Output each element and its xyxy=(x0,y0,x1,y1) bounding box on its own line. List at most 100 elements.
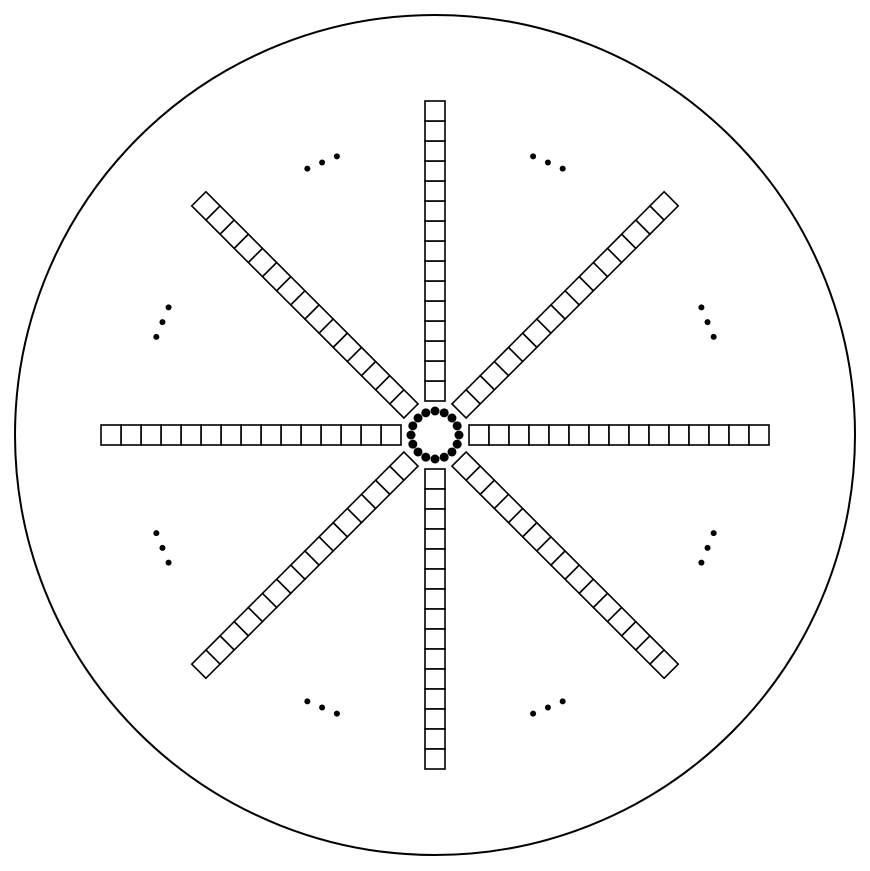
inner-ring-dot xyxy=(447,414,456,423)
spoke-cell xyxy=(241,425,261,445)
spoke-cell xyxy=(281,425,301,445)
ellipsis-dot xyxy=(698,560,704,566)
spoke-cell xyxy=(181,425,201,445)
spoke-cell xyxy=(301,425,321,445)
spoke-cell xyxy=(425,241,445,261)
spoke-cell xyxy=(425,101,445,121)
spoke-cell xyxy=(425,301,445,321)
ellipsis-dot xyxy=(159,545,165,551)
inner-ring-dot xyxy=(453,440,462,449)
spoke-cell xyxy=(425,181,445,201)
spoke-cell xyxy=(425,529,445,549)
spoke-cell xyxy=(425,261,445,281)
spoke-cell xyxy=(425,141,445,161)
ellipsis-dot xyxy=(560,698,566,704)
spoke-cell xyxy=(425,589,445,609)
spoke-cell xyxy=(221,425,241,445)
ellipsis-dot xyxy=(319,705,325,711)
spoke-cell xyxy=(425,649,445,669)
spoke-cell xyxy=(425,749,445,769)
spoke-cell xyxy=(489,425,509,445)
ellipsis-dot xyxy=(304,166,310,172)
inner-ring-dot xyxy=(440,453,449,462)
ellipsis-dot xyxy=(166,560,172,566)
spoke-cell xyxy=(689,425,709,445)
spoke-cell xyxy=(381,425,401,445)
spoke-cell xyxy=(729,425,749,445)
spoke-6 xyxy=(425,101,445,401)
inner-ring-dot xyxy=(421,408,430,417)
spoke-cell xyxy=(529,425,549,445)
spoke-cell xyxy=(425,609,445,629)
ellipsis-dot xyxy=(711,530,717,536)
spoke-cell xyxy=(425,669,445,689)
spoke-cell xyxy=(469,425,489,445)
ellipsis-dot xyxy=(166,304,172,310)
spoke-cell xyxy=(341,425,361,445)
ellipsis-dot xyxy=(530,153,536,159)
inner-ring-dot xyxy=(440,408,449,417)
spoke-cell xyxy=(201,425,221,445)
spoke-cell xyxy=(425,201,445,221)
ellipsis-dot xyxy=(153,530,159,536)
spoke-cell xyxy=(141,425,161,445)
spoke-cell xyxy=(425,709,445,729)
spoke-cell xyxy=(425,689,445,709)
inner-ring-dot xyxy=(414,447,423,456)
spoke-2 xyxy=(425,469,445,769)
spoke-cell xyxy=(749,425,769,445)
inner-ring-dot xyxy=(431,407,440,416)
spoke-cell xyxy=(425,321,445,341)
spoke-cell xyxy=(425,341,445,361)
spoke-cell xyxy=(425,509,445,529)
spoke-cell xyxy=(609,425,629,445)
inner-ring-dot xyxy=(431,455,440,464)
spoke-cell xyxy=(589,425,609,445)
spoke-cell xyxy=(649,425,669,445)
spoke-cell xyxy=(425,569,445,589)
ellipsis-dot xyxy=(545,705,551,711)
spoke-cell xyxy=(569,425,589,445)
inner-ring-dot xyxy=(455,431,464,440)
ellipsis-dot xyxy=(711,334,717,340)
spoke-cell xyxy=(425,489,445,509)
ellipsis-dot xyxy=(545,159,551,165)
spoke-cell xyxy=(425,361,445,381)
ellipsis-dot xyxy=(530,711,536,717)
ellipsis-dot xyxy=(705,545,711,551)
spoke-cell xyxy=(629,425,649,445)
spoke-cell xyxy=(669,425,689,445)
spoke-cell xyxy=(101,425,121,445)
spoke-cell xyxy=(425,469,445,489)
spoke-cell xyxy=(709,425,729,445)
ellipsis-dot xyxy=(698,304,704,310)
inner-ring-dot xyxy=(408,440,417,449)
ellipsis-dot xyxy=(334,711,340,717)
spoke-cell xyxy=(121,425,141,445)
inner-ring-dot xyxy=(447,447,456,456)
inner-ring-dot xyxy=(408,421,417,430)
ellipsis-dot xyxy=(560,166,566,172)
spoke-cell xyxy=(425,221,445,241)
spoke-cell xyxy=(425,281,445,301)
spoke-cell xyxy=(321,425,341,445)
ellipsis-dot xyxy=(319,159,325,165)
inner-ring-dot xyxy=(414,414,423,423)
spoke-cell xyxy=(549,425,569,445)
ellipsis-dot xyxy=(304,698,310,704)
inner-ring-dot xyxy=(453,421,462,430)
ellipsis-dot xyxy=(705,319,711,325)
radial-diagram xyxy=(0,0,870,871)
spoke-cell xyxy=(425,381,445,401)
spoke-cell xyxy=(161,425,181,445)
spoke-4 xyxy=(101,425,401,445)
ellipsis-dot xyxy=(153,334,159,340)
spoke-cell xyxy=(425,121,445,141)
inner-ring-dot xyxy=(421,453,430,462)
spoke-0 xyxy=(469,425,769,445)
ellipsis-dot xyxy=(159,319,165,325)
spoke-cell xyxy=(509,425,529,445)
spoke-cell xyxy=(425,729,445,749)
inner-ring-dot xyxy=(407,431,416,440)
spoke-cell xyxy=(261,425,281,445)
